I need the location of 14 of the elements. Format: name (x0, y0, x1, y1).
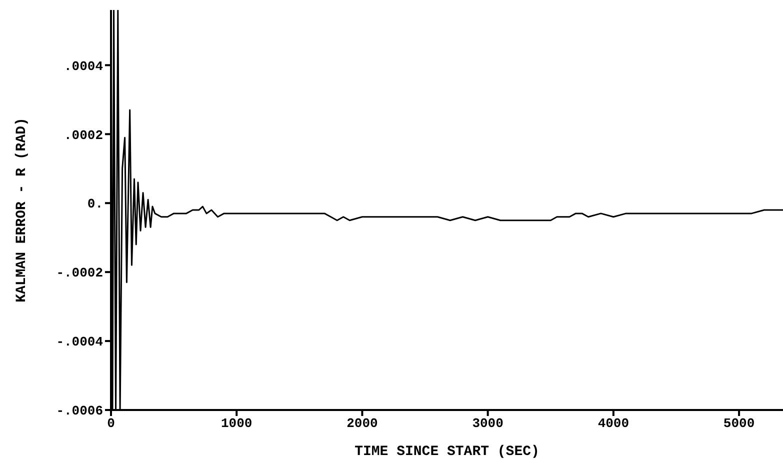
y-tick-label: .0004 (64, 58, 104, 74)
y-tick-label: .0002 (64, 128, 104, 143)
y-axis-title: KALMAN ERROR - R (RAD) (14, 118, 30, 302)
y-tick-label: 0. (87, 196, 103, 212)
x-axis-title: TIME SINCE START (SEC) (354, 444, 540, 460)
x-tick-label: 2000 (346, 416, 378, 432)
x-tick-label: 0 (107, 416, 116, 432)
x-tick-label: 3000 (472, 416, 504, 432)
x-tick-label: 1000 (221, 416, 252, 432)
x-tick-label: 5000 (723, 416, 755, 432)
x-tick-label: 4000 (598, 416, 630, 432)
y-tick-label: -.0004 (56, 334, 104, 350)
y-tick-label: -.0002 (56, 266, 104, 281)
y-tick-label: -.0006 (56, 404, 104, 419)
